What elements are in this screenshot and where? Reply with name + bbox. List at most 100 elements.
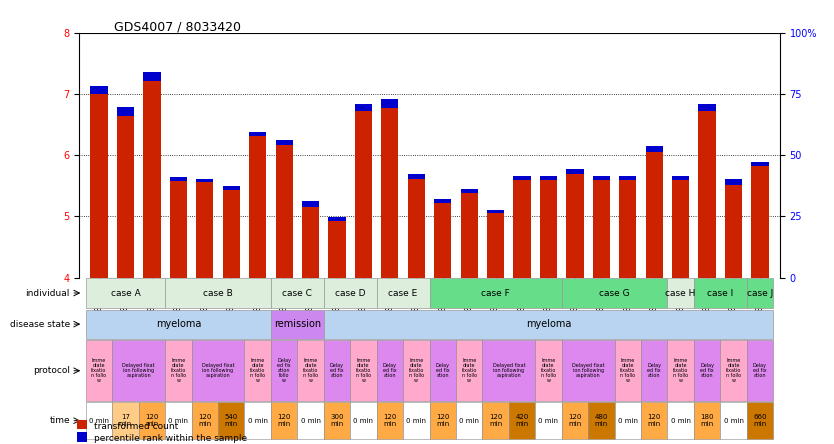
Bar	[667, 402, 694, 439]
Bar	[699, 111, 716, 278]
Bar	[354, 111, 372, 278]
Bar	[641, 340, 667, 401]
Bar	[482, 340, 535, 401]
Bar	[535, 402, 561, 439]
Bar	[350, 402, 377, 439]
Bar	[113, 402, 138, 439]
Bar	[298, 340, 324, 401]
Text: 0 min: 0 min	[724, 418, 744, 424]
Text: 0 min: 0 min	[406, 418, 426, 424]
Bar	[113, 340, 165, 401]
Text: Imme
diate
fixatio
n follo
w: Imme diate fixatio n follo w	[92, 358, 107, 383]
Bar	[403, 402, 430, 439]
Bar	[165, 278, 271, 308]
Bar	[482, 402, 509, 439]
Text: Imme
diate
fixatio
n follo
w: Imme diate fixatio n follo w	[461, 358, 477, 383]
Bar	[540, 176, 557, 180]
Bar	[487, 214, 505, 278]
Text: 180
min: 180 min	[701, 414, 714, 427]
Text: case F: case F	[481, 289, 510, 297]
Bar	[646, 152, 663, 278]
Bar	[725, 185, 742, 278]
Text: case J: case J	[746, 289, 773, 297]
Text: 0 min: 0 min	[671, 418, 691, 424]
Bar	[165, 340, 192, 401]
Bar	[170, 178, 187, 181]
Bar	[192, 340, 244, 401]
Text: Delay
ed fix
ation: Delay ed fix ation	[383, 363, 397, 378]
Text: myeloma: myeloma	[525, 319, 571, 329]
Text: 540
min: 540 min	[224, 414, 238, 427]
Text: 480
min: 480 min	[595, 414, 608, 427]
Bar	[377, 340, 403, 401]
Text: 0 min: 0 min	[618, 418, 638, 424]
Bar	[324, 340, 350, 401]
Bar	[751, 166, 769, 278]
Bar	[329, 222, 345, 278]
Text: 0 min: 0 min	[539, 418, 559, 424]
Bar	[540, 180, 557, 278]
Bar	[593, 180, 610, 278]
Text: time: time	[49, 416, 70, 425]
Bar	[460, 189, 478, 193]
Bar	[672, 175, 689, 180]
Text: Delay
ed fix
ation: Delay ed fix ation	[753, 363, 767, 378]
Text: case H: case H	[666, 289, 696, 297]
Bar	[117, 107, 134, 116]
Text: Imme
diate
fixatio
n follo
w: Imme diate fixatio n follo w	[356, 358, 371, 383]
Bar	[746, 278, 773, 308]
Text: 120
min: 120 min	[436, 414, 450, 427]
Text: Delay
ed fix
ation
follo
w: Delay ed fix ation follo w	[277, 358, 291, 383]
Text: Imme
diate
fixatio
n follo
w: Imme diate fixatio n follo w	[673, 358, 688, 383]
Bar	[619, 180, 636, 278]
Bar	[509, 402, 535, 439]
Bar	[535, 340, 561, 401]
Text: Imme
diate
fixatio
n follo
w: Imme diate fixatio n follo w	[409, 358, 424, 383]
Text: Delayed fixat
ion following
aspiration: Delayed fixat ion following aspiration	[123, 363, 155, 378]
Text: Imme
diate
fixatio
n follo
w: Imme diate fixatio n follo w	[303, 358, 319, 383]
Text: 0 min: 0 min	[89, 418, 109, 424]
Bar	[271, 278, 324, 308]
Text: 120
min: 120 min	[489, 414, 502, 427]
Bar	[117, 116, 134, 278]
Text: 0 min: 0 min	[300, 418, 320, 424]
Text: case A: case A	[111, 289, 140, 297]
Text: case B: case B	[203, 289, 233, 297]
Bar	[377, 278, 430, 308]
Text: Delay
ed fix
ation: Delay ed fix ation	[435, 363, 450, 378]
Bar	[641, 402, 667, 439]
Text: remission: remission	[274, 319, 321, 329]
Text: individual: individual	[26, 289, 70, 297]
Bar	[86, 309, 271, 339]
Bar	[165, 402, 192, 439]
Bar	[561, 340, 615, 401]
Bar	[196, 182, 214, 278]
Bar	[275, 139, 293, 145]
Bar	[244, 402, 271, 439]
Bar	[615, 340, 641, 401]
Text: Imme
diate
fixatio
n follo
w: Imme diate fixatio n follo w	[171, 358, 186, 383]
Text: 0 min: 0 min	[248, 418, 268, 424]
Bar	[223, 186, 240, 190]
Text: Delayed fixat
ion following
aspiration: Delayed fixat ion following aspiration	[202, 363, 234, 378]
Bar	[721, 340, 746, 401]
Bar	[593, 176, 610, 180]
Text: 0 min: 0 min	[168, 418, 188, 424]
Bar	[249, 132, 266, 136]
Bar	[86, 278, 165, 308]
Text: percentile rank within the sample: percentile rank within the sample	[94, 434, 248, 443]
Text: 120
min: 120 min	[568, 414, 581, 427]
Bar	[196, 178, 214, 182]
Text: Delay
ed fix
ation: Delay ed fix ation	[330, 363, 344, 378]
Text: 0 min: 0 min	[460, 418, 480, 424]
Bar	[588, 402, 615, 439]
Bar	[192, 402, 218, 439]
Text: 420
min: 420 min	[515, 414, 529, 427]
Bar	[302, 207, 319, 278]
Text: GDS4007 / 8033420: GDS4007 / 8033420	[114, 20, 241, 33]
Bar	[566, 174, 584, 278]
Bar	[456, 340, 482, 401]
Bar	[223, 190, 240, 278]
Bar	[324, 309, 773, 339]
Bar	[456, 402, 482, 439]
